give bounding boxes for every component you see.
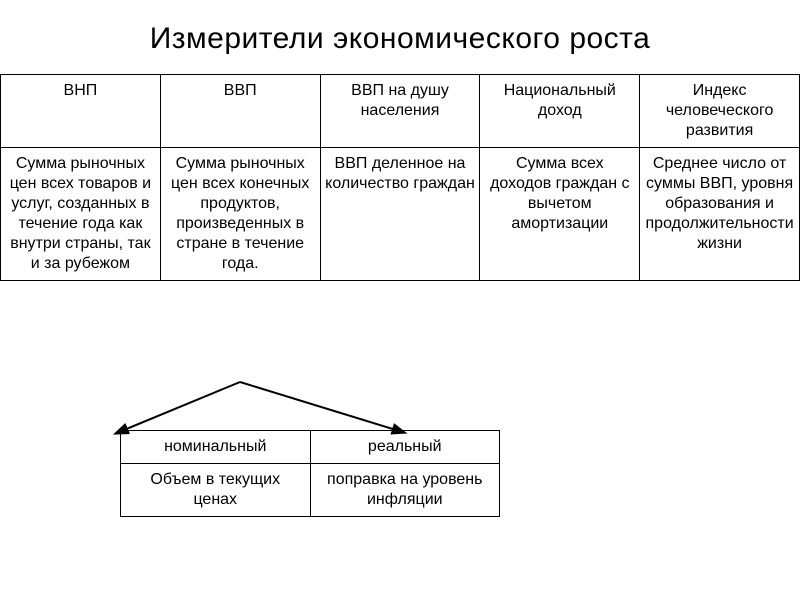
main-indicators-table: ВНП ВВП ВВП на душу населения Национальн… [0, 74, 800, 281]
col-header-vvp: ВВП [160, 75, 320, 148]
col-header-national-income: Национальный доход [480, 75, 640, 148]
col-header-vnp: ВНП [1, 75, 161, 148]
col-header-vvp-per-capita: ВВП на душу населения [320, 75, 480, 148]
cell-nominal-label: номинальный [121, 431, 311, 464]
cell-nominal-desc: Объем в текущих ценах [121, 464, 311, 517]
cell-hdi-desc: Среднее число от суммы ВВП, уровня образ… [640, 148, 800, 281]
page-title: Измерители экономического роста [0, 0, 800, 74]
cell-real-desc: поправка на уровень инфляции [310, 464, 500, 517]
table-row: Сумма рыночных цен всех товаров и услуг,… [1, 148, 800, 281]
split-arrow-icon [100, 378, 420, 438]
table-header-row: ВНП ВВП ВВП на душу населения Национальн… [1, 75, 800, 148]
vvp-subtypes-table: номинальный реальный Объем в текущих цен… [120, 430, 500, 517]
cell-vvp-desc: Сумма рыночных цен всех конечных продукт… [160, 148, 320, 281]
cell-real-label: реальный [310, 431, 500, 464]
table-row: Объем в текущих ценах поправка на уровен… [121, 464, 500, 517]
cell-national-income-desc: Сумма всех доходов граждан с вычетом амо… [480, 148, 640, 281]
cell-vvp-per-capita-desc: ВВП деленное на количество граждан [320, 148, 480, 281]
col-header-hdi: Индекс человеческого развития [640, 75, 800, 148]
table-header-row: номинальный реальный [121, 431, 500, 464]
vvp-subtypes-wrap: номинальный реальный Объем в текущих цен… [120, 430, 500, 517]
cell-vnp-desc: Сумма рыночных цен всех товаров и услуг,… [1, 148, 161, 281]
